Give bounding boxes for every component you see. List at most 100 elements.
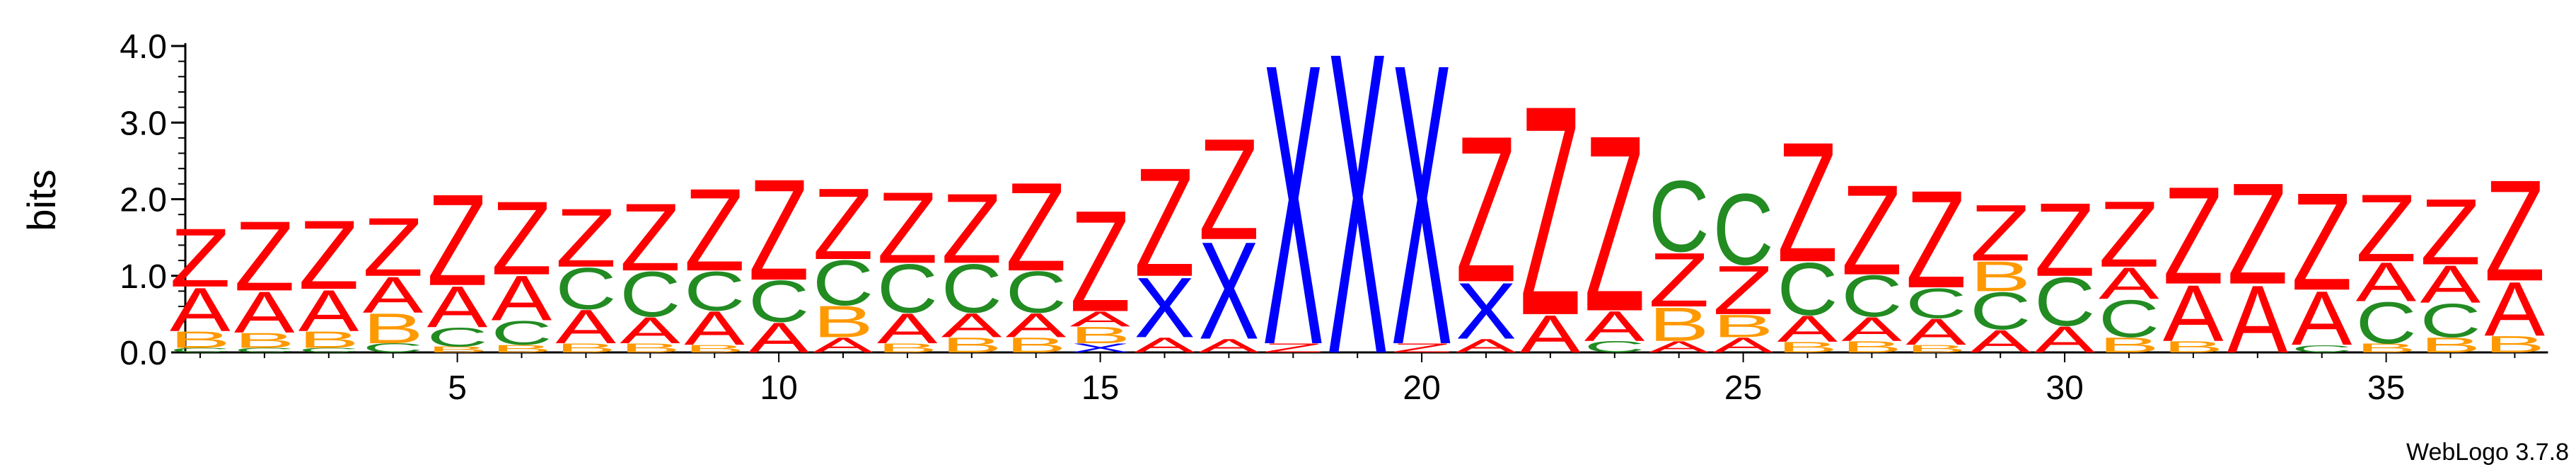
logo-letter-B: B (363, 305, 424, 352)
logo-letter-A: A (877, 305, 938, 353)
logo-letter-Z: Z (1070, 181, 1131, 343)
logo-letter-A: A (234, 280, 295, 345)
logo-letter-A: A (748, 314, 809, 362)
logo-letter-Z: Z (1391, 341, 1452, 355)
logo-letter-A: A (1841, 310, 1902, 348)
logo-letter-B: B (1649, 297, 1710, 351)
logo-letter-A: A (2356, 251, 2417, 313)
logo-letter-A: A (492, 262, 552, 334)
logo-letter-Z: Z (1713, 251, 1774, 329)
logo-letter-Z: Z (941, 173, 1002, 284)
logo-letter-Z: Z (2099, 182, 2159, 287)
logo-letter-Z: Z (748, 149, 809, 311)
logo-letter-A: A (684, 301, 745, 355)
logo-letter-X: X (1070, 341, 1131, 355)
logo-letter-B: B (1841, 338, 1902, 355)
logo-letter-Z: Z (877, 171, 938, 285)
logo-letter-Z: Z (813, 168, 874, 282)
logo-letter-Z: Z (2356, 175, 2417, 282)
logo-letter-B: B (1713, 309, 1774, 344)
y-tick-label: 3.0 (120, 105, 167, 142)
x-tick-label: 15 (1081, 369, 1119, 407)
logo-letter-X: X (1198, 214, 1259, 369)
logo-letter-A: A (2163, 268, 2224, 358)
logo-letter-Z: Z (684, 164, 745, 296)
logo-letter-B: B (1777, 339, 1838, 356)
logo-letter-A: A (555, 299, 616, 353)
logo-letter-A: A (1584, 303, 1645, 351)
logo-letter-C: C (877, 250, 938, 328)
logo-letter-A: A (1520, 305, 1582, 364)
logo-letter-B: B (2484, 331, 2545, 357)
logo-letter-C: C (2099, 289, 2159, 349)
logo-letter-C: C (1584, 338, 1645, 356)
logo-letter-A: A (1970, 323, 2031, 359)
logo-column-30: ACZ (2034, 180, 2095, 360)
logo-column-22: AZ (1520, 42, 1582, 378)
logo-letter-B: B (234, 328, 295, 352)
logo-letter-C: C (748, 268, 809, 334)
logo-letter-C: C (1841, 263, 1902, 329)
logo-letter-B: B (170, 326, 231, 352)
logo-column-16: AXZ (1135, 136, 1195, 357)
logo-letter-A: A (170, 275, 231, 345)
logo-letter-A: A (1006, 306, 1067, 344)
logo-letter-B: B (2420, 333, 2481, 357)
logo-column-18: ZX (1263, 0, 1323, 429)
logo-letter-A: A (1649, 338, 1710, 356)
logo-letter-A: A (298, 277, 359, 343)
logo-letter-B: B (620, 341, 680, 355)
logo-letter-Z: Z (2484, 150, 2545, 311)
y-tick-label: 4.0 (120, 28, 167, 66)
x-tick-label: 20 (1403, 369, 1440, 407)
logo-letter-Z: Z (492, 179, 552, 297)
logo-letter-B: B (298, 326, 359, 352)
logo-letter-C: C (941, 250, 1002, 328)
logo-letter-C: C (1006, 259, 1067, 325)
x-tick-label: 35 (2367, 369, 2405, 407)
logo-letter-C: C (298, 347, 359, 354)
logo-column-10: ACZ (748, 149, 809, 362)
logo-column-32: BAZ (2163, 159, 2224, 359)
logo-letter-Z: Z (2227, 154, 2288, 315)
logo-letter-B: B (1006, 333, 1067, 357)
logo-letter-C: C (2034, 263, 2095, 341)
logo-letter-A: A (813, 333, 874, 357)
logo-letter-A: A (2034, 318, 2095, 360)
logo-letter-Z: Z (620, 184, 680, 291)
logo-letter-Z: Z (427, 166, 488, 313)
logo-letter-C: C (2292, 343, 2352, 355)
logo-letter-B: B (427, 345, 488, 354)
logo-letter-C: C (1649, 160, 1710, 273)
logo-letter-C: C (2420, 294, 2481, 347)
x-tick-label: 5 (448, 369, 467, 407)
logo-column-20: ZX (1391, 0, 1452, 429)
logo-letter-Z: Z (1006, 157, 1067, 298)
logo-letter-B: B (492, 343, 552, 355)
x-tick-label: 25 (1724, 369, 1762, 407)
logo-letter-C: C (2356, 290, 2417, 356)
logo-column-37: BAZ (2484, 150, 2545, 357)
logo-letter-A: A (620, 309, 680, 351)
logo-letter-C: C (234, 347, 295, 354)
logo-letter-C: C (1905, 280, 1966, 328)
logo-letter-X: X (1391, 0, 1452, 429)
x-axis: 5 10 15 20 25 30 35 (185, 351, 2548, 407)
y-tick-label: 0.0 (120, 335, 167, 372)
logo-letter-C: C (555, 255, 616, 321)
logo-letter-Z: Z (1841, 159, 1902, 301)
weblogo-version-footer: WebLogo 3.7.8 (2406, 439, 2569, 466)
logo-letter-Z: Z (2034, 180, 2095, 298)
